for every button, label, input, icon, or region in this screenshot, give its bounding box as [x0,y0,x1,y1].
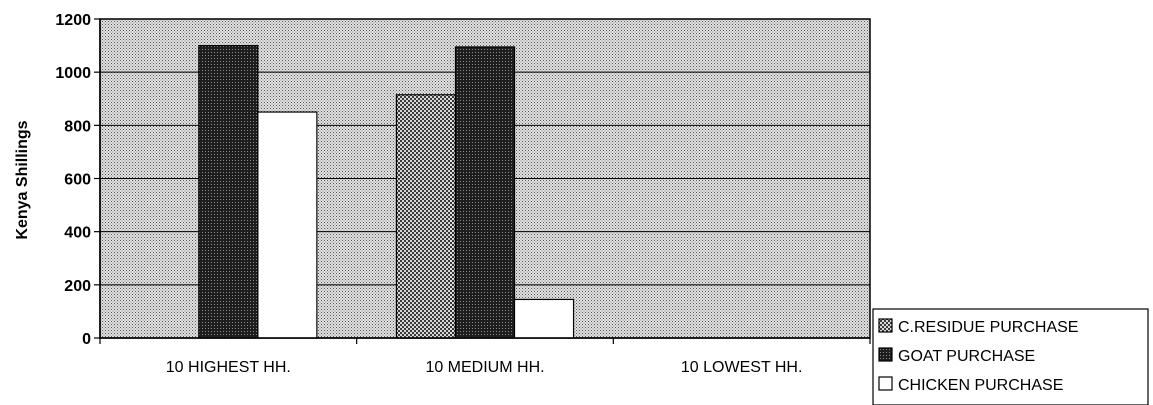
legend-swatch [878,347,893,362]
y-axis-title: Kenya Shillings [14,120,31,239]
x-category-label: 10 HIGHEST HH. [166,359,291,376]
y-tick-label: 1200 [55,12,91,29]
legend-label: CHICKEN PURCHASE [898,377,1063,394]
legend-box [872,308,1149,405]
legend-label: GOAT PURCHASE [898,348,1035,365]
y-tick-label: 800 [64,118,91,135]
axes: 0 200 400 600 800 1000 1200 10 HIGHEST HH. 10 ME… [55,12,871,376]
bar-chicken-purchase-1 [257,111,318,339]
x-category-label: 10 LOWEST HH. [681,359,803,376]
legend: C.RESIDUE PURCHASE GOAT PURCHASE CHICKEN P… [872,308,1149,405]
bar-c-residue-purchase-2 [395,94,457,339]
y-tick-label: 200 [64,278,91,295]
x-category-label: 10 MEDIUM HH. [425,359,544,376]
legend-label: C.RESIDUE PURCHASE [898,319,1078,336]
y-tick-label: 0 [82,331,91,348]
bars [198,44,575,339]
legend-swatch [878,318,893,333]
y-tick-label: 1000 [55,65,91,82]
y-tick-label: 600 [64,172,91,189]
bar-goat-purchase-2 [454,46,516,339]
y-tick-label: 400 [64,225,91,242]
legend-swatch [878,376,893,391]
bar-chicken-purchase-2 [513,298,575,339]
bar-goat-purchase-1 [198,44,259,339]
